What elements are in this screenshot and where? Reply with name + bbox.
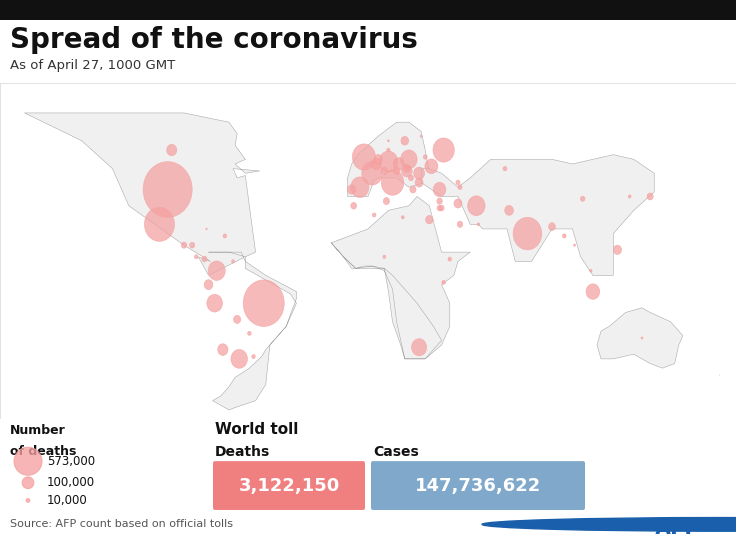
Circle shape (206, 228, 208, 230)
Circle shape (562, 234, 566, 238)
Circle shape (351, 202, 356, 209)
Circle shape (379, 151, 397, 172)
Text: AFP: AFP (655, 519, 701, 534)
Circle shape (641, 337, 643, 339)
Circle shape (437, 205, 442, 211)
Circle shape (423, 155, 427, 159)
Circle shape (383, 198, 389, 205)
Text: of deaths: of deaths (10, 445, 77, 458)
Circle shape (353, 144, 375, 170)
Circle shape (503, 167, 507, 171)
Circle shape (181, 242, 187, 248)
FancyBboxPatch shape (213, 461, 365, 510)
Circle shape (252, 355, 255, 358)
Circle shape (403, 165, 410, 172)
Circle shape (505, 206, 514, 215)
Circle shape (233, 316, 241, 324)
Circle shape (613, 245, 621, 255)
Circle shape (190, 242, 195, 248)
Circle shape (411, 339, 427, 356)
Circle shape (231, 349, 247, 368)
Circle shape (218, 344, 228, 356)
Text: 3,122,150: 3,122,150 (238, 476, 339, 494)
Text: Number: Number (10, 424, 66, 437)
Circle shape (647, 193, 654, 200)
Circle shape (194, 255, 198, 259)
Circle shape (456, 180, 460, 185)
Circle shape (433, 138, 454, 162)
Circle shape (415, 178, 423, 187)
Circle shape (573, 244, 576, 246)
Text: Source: AFP count based on official tolls: Source: AFP count based on official toll… (10, 519, 233, 529)
Circle shape (381, 170, 404, 195)
Circle shape (586, 284, 600, 299)
Circle shape (374, 154, 383, 164)
Circle shape (402, 165, 412, 177)
Circle shape (208, 261, 225, 280)
Circle shape (458, 185, 462, 190)
Circle shape (144, 207, 174, 241)
Circle shape (477, 223, 480, 226)
Circle shape (204, 280, 213, 289)
Circle shape (371, 158, 381, 170)
FancyBboxPatch shape (371, 461, 585, 510)
Circle shape (448, 257, 452, 261)
Circle shape (387, 148, 390, 152)
Circle shape (408, 175, 414, 180)
Circle shape (381, 167, 388, 175)
Text: 147,736,622: 147,736,622 (415, 476, 541, 494)
Text: Cases: Cases (373, 445, 419, 459)
Circle shape (442, 280, 445, 284)
Circle shape (425, 159, 438, 174)
Circle shape (420, 135, 422, 137)
Text: Spread of the coronavirus: Spread of the coronavirus (10, 26, 417, 54)
Text: 100,000: 100,000 (47, 476, 95, 489)
Text: 573,000: 573,000 (47, 455, 95, 468)
Circle shape (26, 499, 30, 502)
Circle shape (629, 195, 631, 198)
Circle shape (14, 447, 42, 475)
Circle shape (414, 167, 425, 179)
Text: 10,000: 10,000 (47, 494, 88, 507)
Circle shape (590, 269, 592, 272)
Circle shape (467, 196, 485, 216)
Text: As of April 27, 1000 GMT: As of April 27, 1000 GMT (10, 59, 175, 73)
Circle shape (437, 198, 442, 204)
Circle shape (513, 217, 542, 250)
Circle shape (223, 234, 227, 238)
Circle shape (202, 256, 207, 262)
Text: Deaths: Deaths (215, 445, 270, 459)
Circle shape (457, 221, 463, 227)
Circle shape (361, 161, 383, 185)
Circle shape (439, 205, 444, 211)
Circle shape (372, 213, 376, 217)
Circle shape (393, 167, 400, 175)
Circle shape (243, 280, 284, 326)
Circle shape (482, 517, 736, 531)
Circle shape (207, 294, 222, 312)
Circle shape (247, 331, 251, 335)
Circle shape (434, 182, 446, 197)
Circle shape (400, 150, 417, 169)
Circle shape (401, 136, 408, 145)
Circle shape (548, 223, 556, 231)
Circle shape (393, 158, 404, 170)
Circle shape (454, 199, 462, 208)
Circle shape (388, 140, 389, 142)
Circle shape (167, 144, 177, 156)
Circle shape (401, 216, 404, 219)
Circle shape (410, 186, 416, 193)
Circle shape (425, 215, 433, 224)
Circle shape (22, 477, 34, 489)
Circle shape (232, 260, 235, 263)
Circle shape (581, 196, 585, 201)
Circle shape (347, 185, 355, 194)
Circle shape (383, 255, 386, 258)
Text: World toll: World toll (215, 422, 298, 437)
Circle shape (351, 177, 369, 198)
Circle shape (143, 162, 192, 217)
